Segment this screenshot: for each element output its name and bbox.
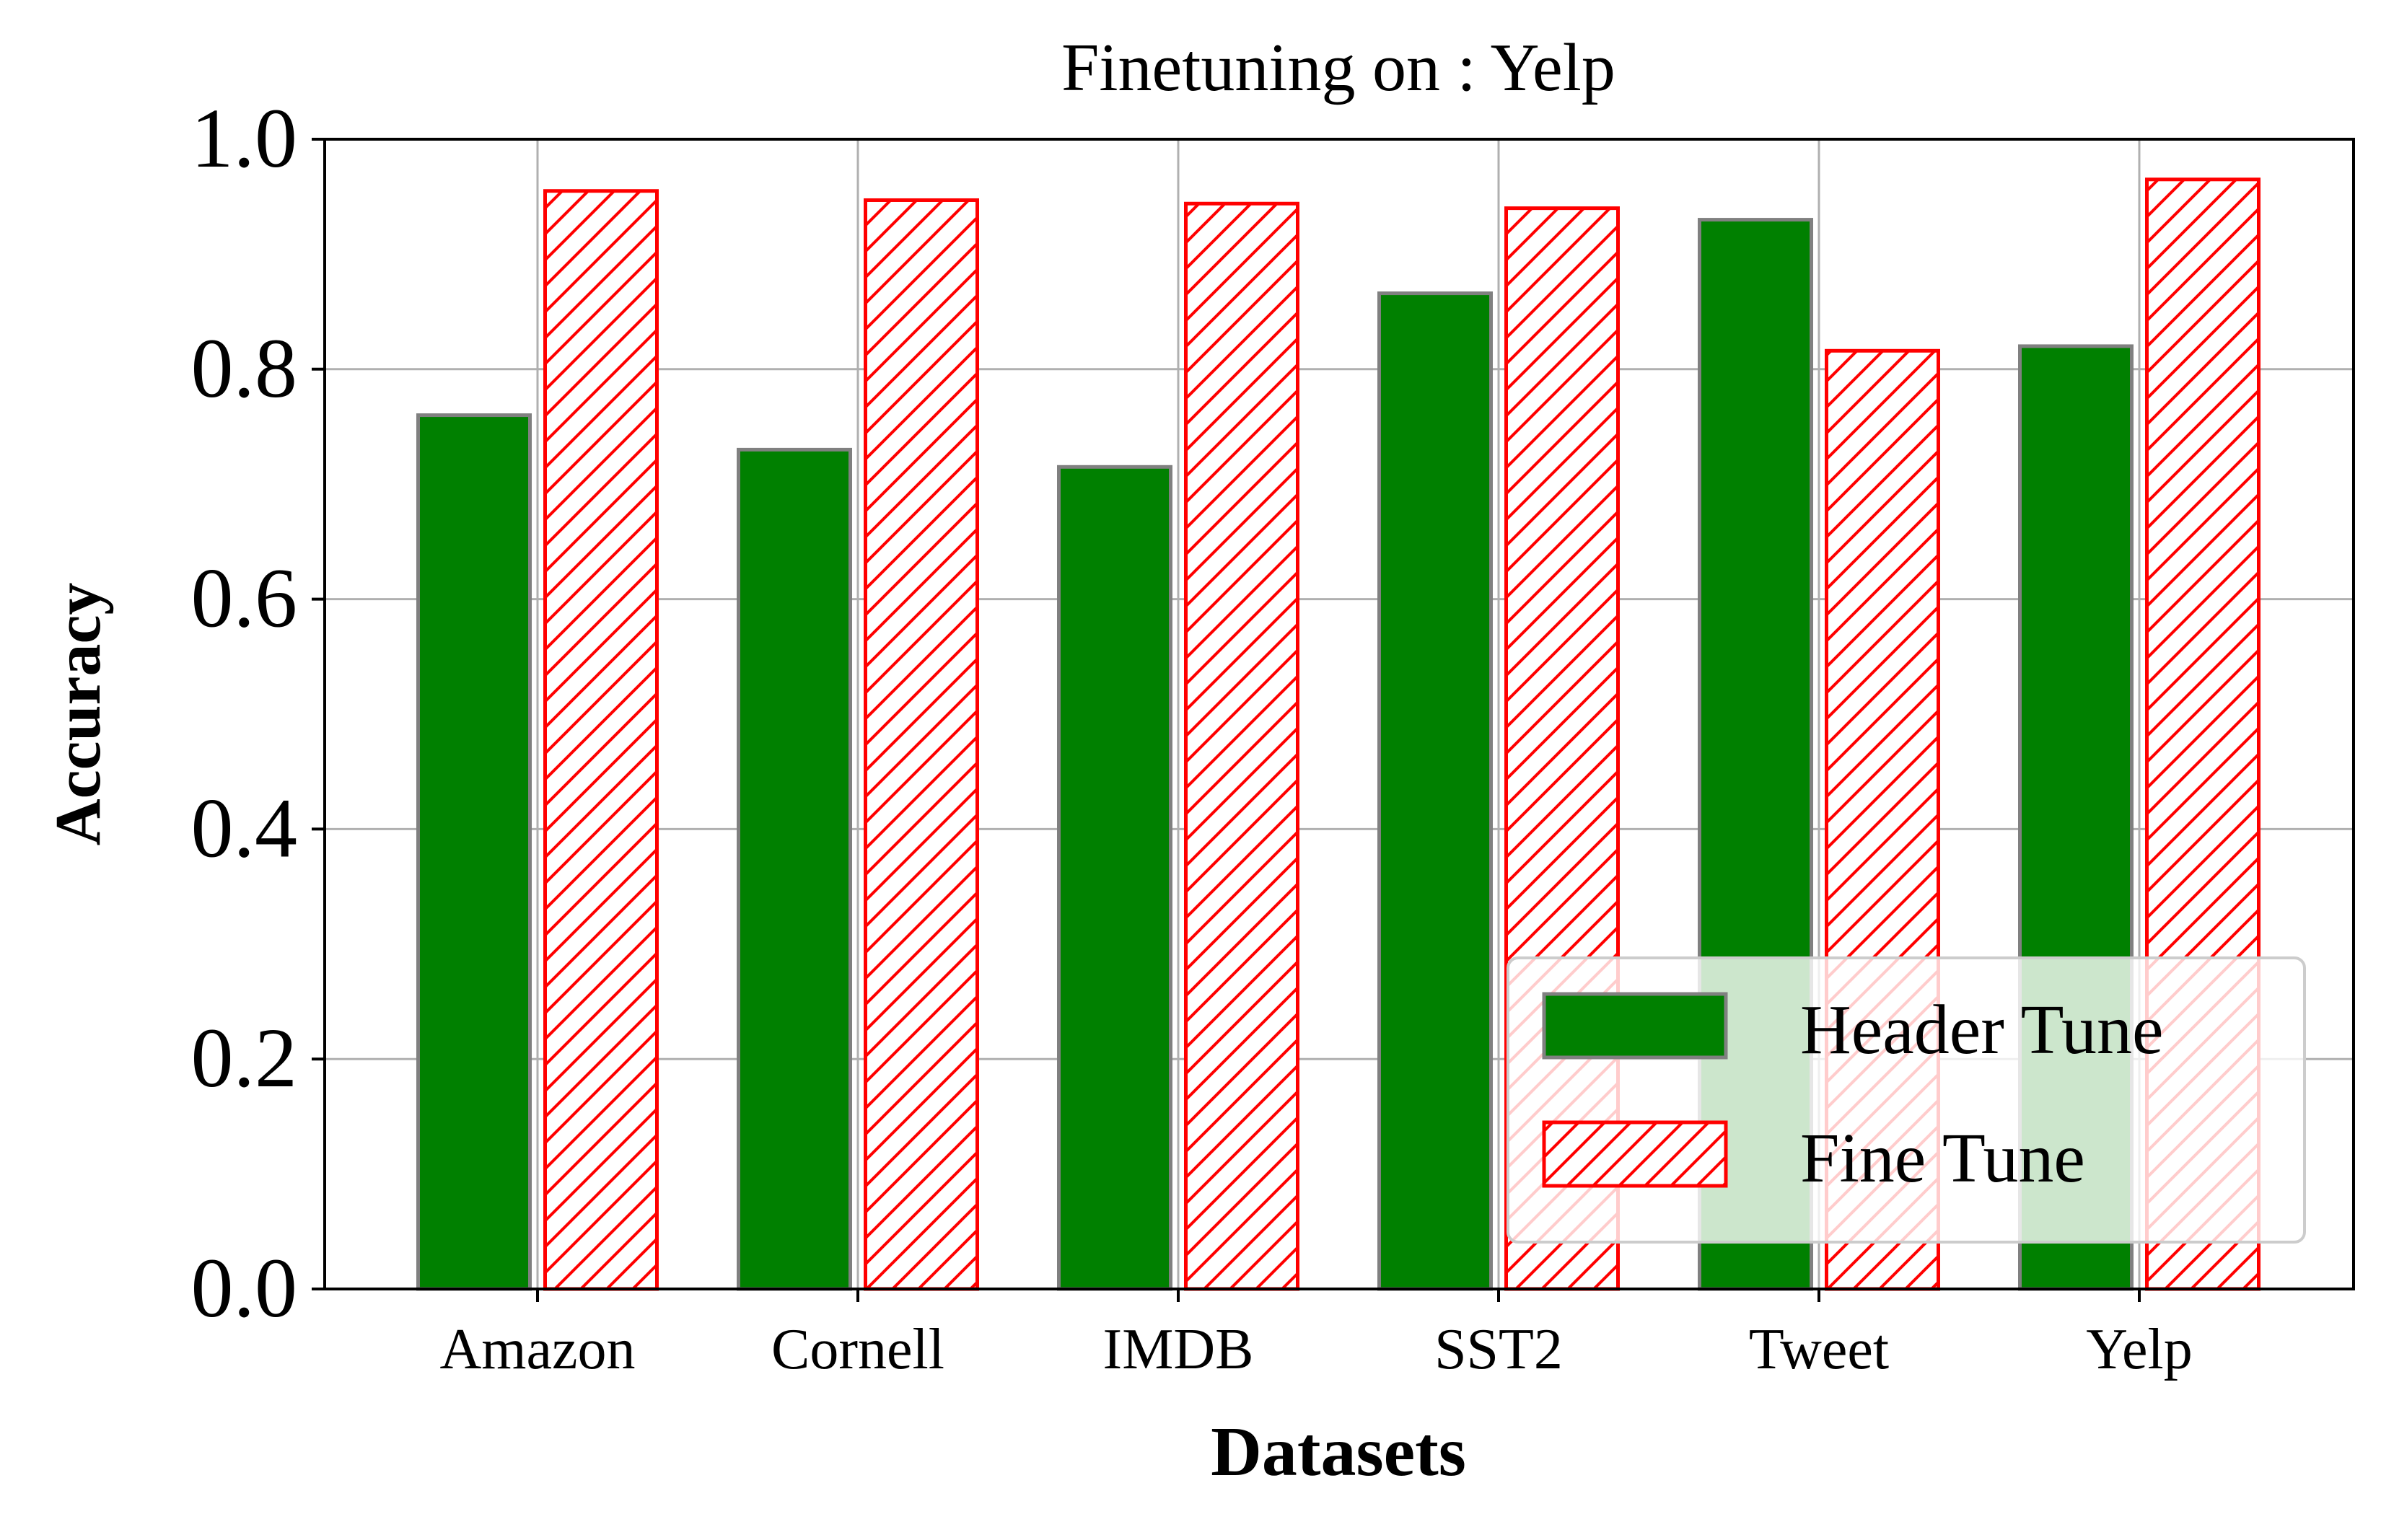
y-tick-label: 1.0 [191,91,298,185]
plot-area-frame [323,138,2355,1290]
x-tick-label: SST2 [1434,1318,1563,1381]
bar-header-tune-amazon [416,413,532,1291]
axis-ticks: 0.0 0.2 0.4 0.6 0.8 1.0 Amazon Cornell IMDB SST2 T… [191,91,2193,1381]
legend-swatch-fine-tune [1542,1120,1728,1188]
bar-header-tune-cornell [737,447,852,1291]
bar-header-tune-sst2 [1377,291,1493,1291]
y-tick-label: 0.6 [191,551,298,646]
bars [416,177,2261,1291]
y-tick-label: 0.0 [191,1241,298,1335]
x-tick-label: Cornell [771,1318,944,1381]
x-tick-label: Amazon [439,1318,635,1381]
y-tick-label: 0.2 [191,1011,298,1105]
chart-title: Finetuning on : Yelp [1061,30,1615,105]
x-axis-label: Datasets [1211,1413,1466,1491]
bar-fine-tune-cornell [864,198,979,1291]
x-tick-label: Tweet [1749,1318,1889,1381]
y-tick-label: 0.8 [191,321,298,415]
bar-fine-tune-imdb [1184,201,1299,1291]
bar-header-tune-imdb [1057,465,1172,1291]
y-tick-label: 0.4 [191,780,298,875]
bar-fine-tune-amazon [543,189,659,1291]
legend: Header Tune Fine Tune [1507,956,2306,1244]
x-tick-label: IMDB [1103,1318,1254,1381]
legend-label-header-tune: Header Tune [1800,991,2164,1069]
y-axis-label: Accuracy [43,583,114,846]
legend-label-fine-tune: Fine Tune [1800,1119,2085,1197]
legend-swatch-header-tune [1542,992,1728,1060]
x-tick-label: Yelp [2086,1318,2193,1381]
